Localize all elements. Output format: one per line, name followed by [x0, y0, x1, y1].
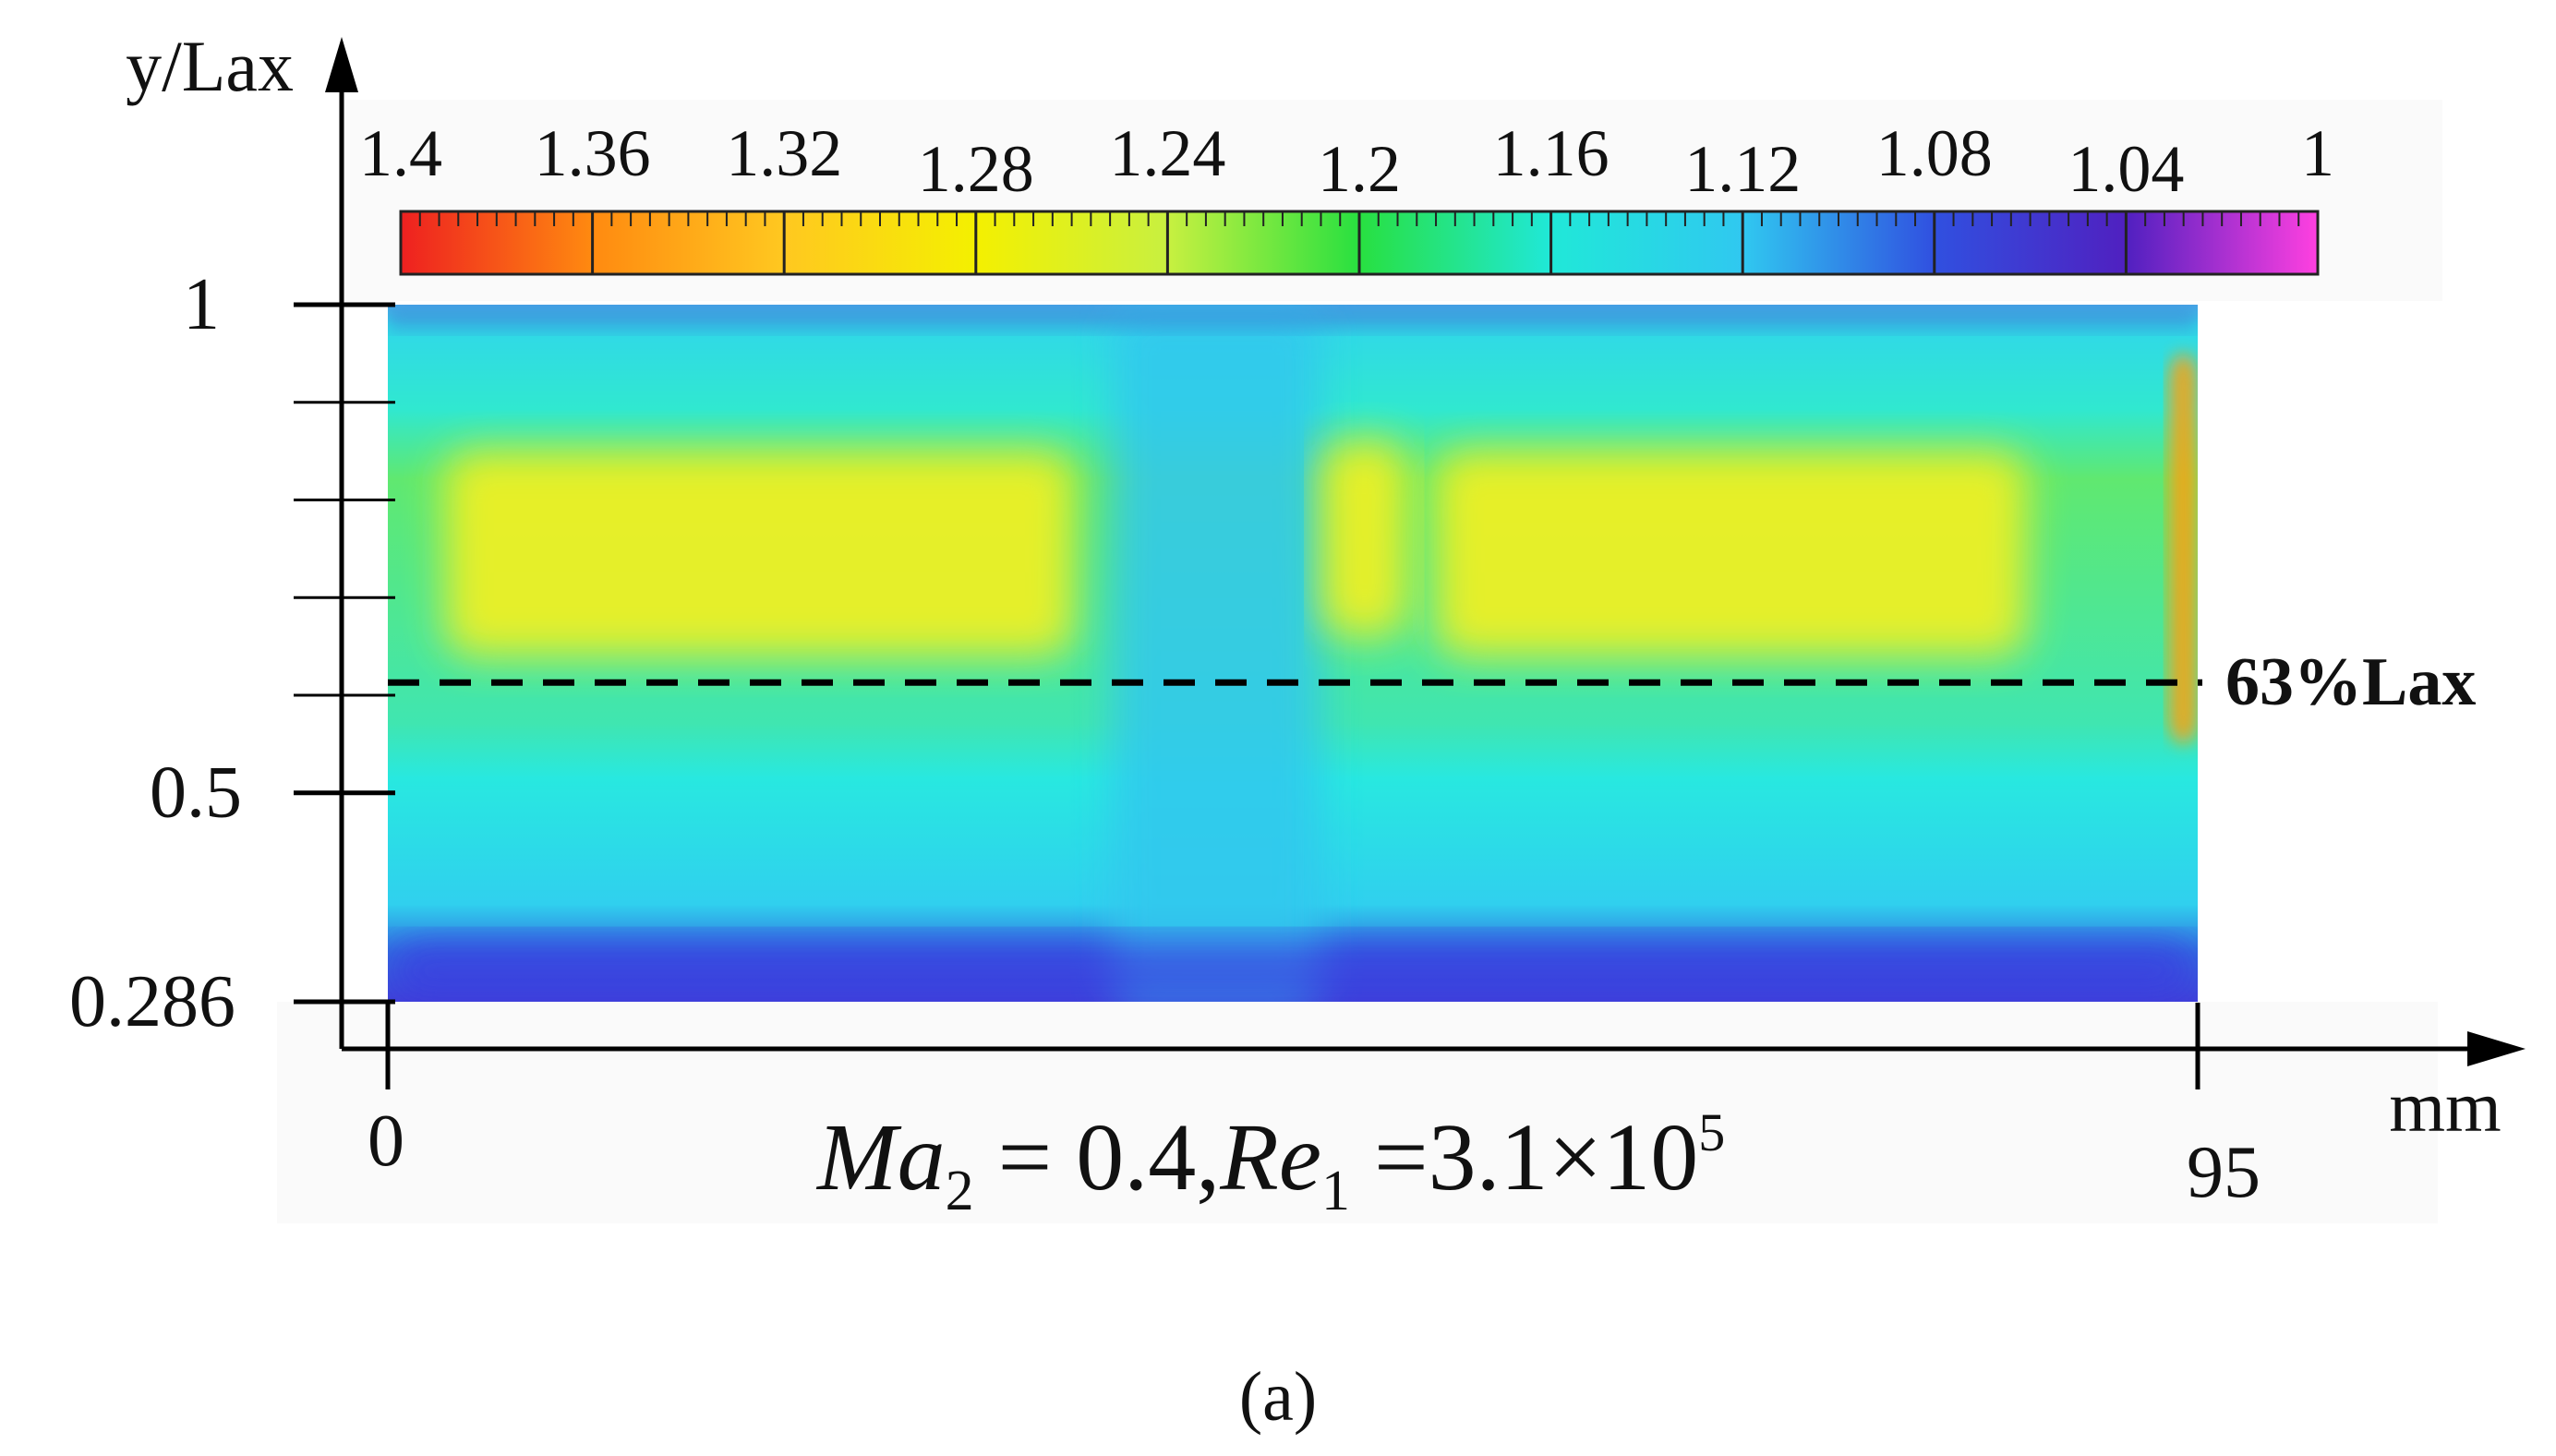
colorbar-tick-label: 1.16 — [1493, 116, 1610, 190]
colorbar-tick-label: 1.12 — [1684, 132, 1801, 206]
colorbar-tick-labels: 1.4 1.36 1.32 1.28 1.24 1.2 1.16 1.12 1.08 1.04 1 — [359, 116, 2334, 206]
x-axis-arrow — [2467, 1031, 2526, 1066]
formula-ma: Ma — [815, 1104, 946, 1210]
x-tick-label: 95 — [2187, 1132, 2261, 1213]
x-tick-label: 0 — [368, 1101, 404, 1182]
colorbar-tick-label: 1.04 — [2068, 132, 2184, 206]
formula-re-exp: 5 — [1698, 1102, 1725, 1162]
formula-re-sub: 1 — [1321, 1160, 1350, 1222]
formula: Ma2 = 0.4,Re1 =3.1×105 — [815, 1102, 1725, 1222]
heatmap-region — [388, 939, 2198, 1002]
colorbar-tick-label: 1 — [2301, 116, 2334, 190]
heatmap-region — [444, 451, 1074, 656]
y-axis-arrow — [325, 37, 358, 92]
y-tick-label: 1 — [183, 264, 220, 345]
heatmap-region — [2169, 353, 2198, 744]
x-axis-ticks: 0 95 — [368, 1003, 2261, 1213]
top-noise-strip — [388, 305, 2198, 331]
colorbar-tick-label: 1.2 — [1318, 132, 1401, 206]
y-tick-label: 0.5 — [150, 752, 242, 834]
y-axis-label: y/Lax — [126, 26, 294, 106]
colorbar-tick-label: 1.24 — [1109, 116, 1225, 190]
bottom-panel — [277, 1002, 2438, 1223]
colorbar-ticks — [399, 211, 2320, 274]
annotation-label: 63%Lax — [2225, 644, 2476, 720]
formula-re: Re — [1219, 1104, 1321, 1210]
heatmap-region — [1320, 441, 1407, 637]
formula-re-eq: =3.1×10 — [1350, 1104, 1698, 1210]
heatmap-region — [1112, 305, 1321, 1002]
panel-label: (a) — [1239, 1358, 1317, 1436]
formula-ma-eq: = 0.4, — [974, 1104, 1221, 1210]
colorbar-tick-label: 1.36 — [535, 116, 651, 190]
formula-ma-sub: 2 — [946, 1160, 974, 1222]
heatmap-region — [1435, 451, 2027, 656]
colorbar-tick-label: 1.32 — [726, 116, 842, 190]
y-tick-label: 0.286 — [69, 961, 235, 1042]
colorbar-tick-label: 1.28 — [918, 132, 1034, 206]
colorbar-tick-label: 1.4 — [359, 116, 442, 190]
x-axis-label: mm — [2389, 1066, 2501, 1147]
colorbar-tick-label: 1.08 — [1876, 116, 1993, 190]
heatmap-regions — [388, 305, 2198, 1002]
y-axis-ticks: 0.286 0.5 1 — [69, 264, 395, 1042]
heatmap-field — [388, 305, 2198, 1002]
